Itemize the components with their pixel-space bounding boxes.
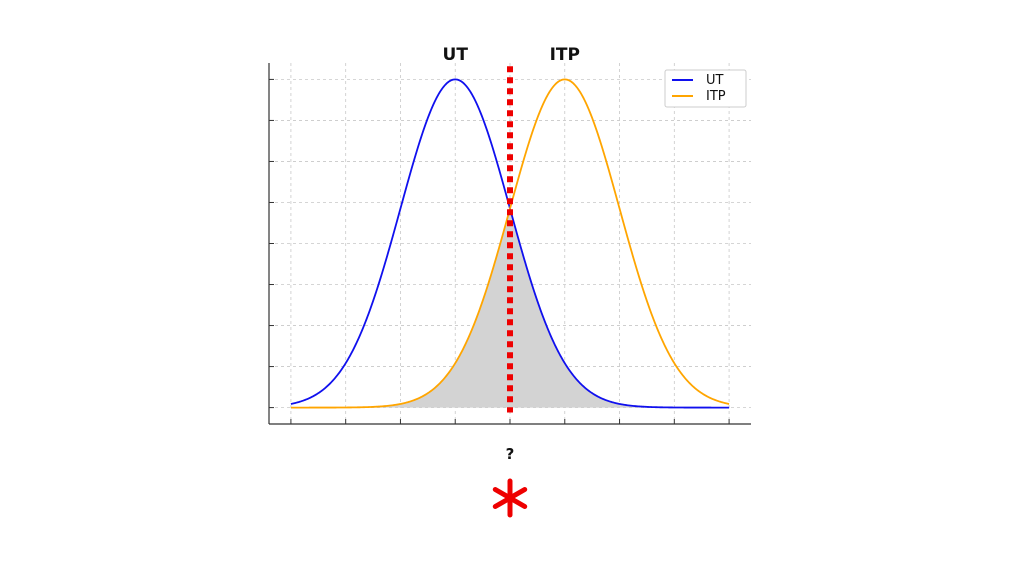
legend-label-ut: UT xyxy=(706,73,724,88)
question-mark-label: ? xyxy=(506,445,515,463)
series-line-itp xyxy=(290,78,730,409)
legend-label-itp: ITP xyxy=(706,89,726,104)
legend: UT ITP xyxy=(664,69,747,108)
overlap-shaded-area xyxy=(290,208,730,408)
asterisk-stroke xyxy=(492,487,528,509)
axes xyxy=(268,63,751,425)
top-label-itp: ITP xyxy=(550,45,580,65)
top-label-ut: UT xyxy=(443,45,469,65)
asterisk-icon xyxy=(492,478,528,518)
